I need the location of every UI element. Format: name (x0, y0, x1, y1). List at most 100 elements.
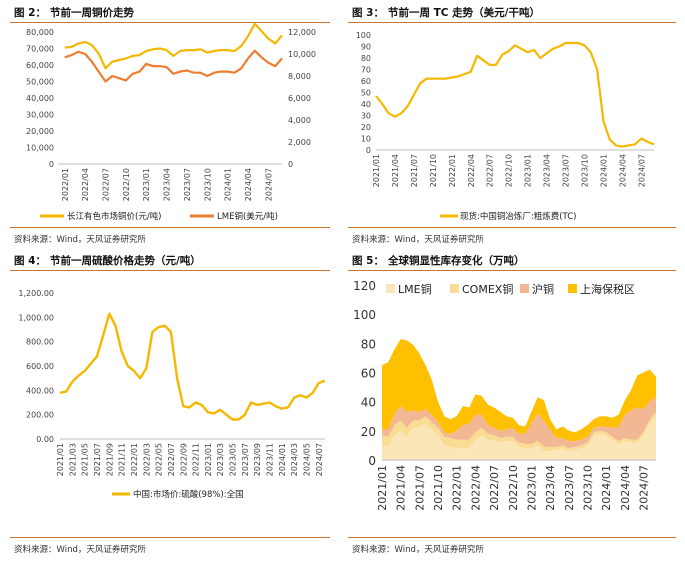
x-tick-label: 2022/01 (448, 154, 457, 187)
x-tick-label: 2023/11 (266, 443, 275, 476)
x-tick-label: 2023/05 (229, 443, 238, 476)
x-tick-label: 2023/01 (525, 465, 538, 511)
x-tick-label: 2021/03 (68, 443, 77, 476)
title-rule (348, 270, 676, 271)
y-tick-label: 120 (353, 279, 376, 293)
title-rule (348, 22, 676, 23)
x-tick-label: 2023/07 (241, 443, 250, 476)
figure-number: 图 4： (14, 255, 46, 267)
y-tick-label: 2,000 (288, 138, 311, 147)
y-tick-label: 8,000 (288, 72, 311, 81)
x-tick-label: 2024/05 (303, 443, 312, 476)
x-tick-label: 2022/07 (488, 465, 501, 511)
source-rule (10, 537, 330, 538)
y-tick-label: 4,000 (288, 116, 311, 125)
x-tick-label: 2022/07 (486, 154, 495, 187)
x-tick-label: 2023/09 (253, 443, 262, 476)
y-tick-label: 1,000.00 (18, 313, 54, 322)
y-tick-label: 50 (361, 89, 371, 98)
source-note: 资料来源：Wind，天风证券研究所 (352, 545, 484, 555)
x-tick-label: 2024/04 (244, 168, 253, 201)
x-tick-label: 2024/01 (278, 443, 287, 476)
y-tick-label: 60,000 (26, 61, 54, 70)
x-tick-label: 2023/10 (203, 168, 212, 201)
source-rule (348, 537, 676, 538)
panel-title: 图 4： 节前一周硫酸价格走势（元/吨） (14, 253, 205, 268)
legend-label: 现货:中国铜冶炼厂:粗炼费(TC) (460, 211, 577, 222)
y-tick-label: 600.00 (26, 362, 54, 371)
x-tick-label: 2022/01 (130, 443, 139, 476)
y-tick-label: 0 (368, 454, 376, 468)
x-tick-label: 2021/05 (81, 443, 90, 476)
x-tick-label: 2023/01 (142, 168, 151, 201)
series-line-lme (64, 49, 283, 83)
x-tick-label: 2021/09 (105, 443, 114, 476)
chart-fig5: 0 20 40 60 80 100 120 2021/01 2021/04 2021/07 2021… (353, 279, 656, 511)
x-tick-label: 2022/11 (192, 443, 201, 476)
chart-fig4: 0.00 200.00 400.00 600.00 800.00 1,000.00 1,20… (18, 289, 326, 500)
x-tick-label: 2024/07 (315, 443, 324, 476)
x-tick-label: 2022/03 (142, 443, 151, 476)
y-tick-label: 20 (361, 425, 376, 439)
x-tick-label: 2024/01 (224, 168, 233, 201)
chart-fig2: 0 10,000 20,000 30,000 40,000 50,000 60,000 70,… (26, 22, 316, 222)
x-tick-label: 2021/10 (432, 465, 445, 511)
x-tick-label: 2021/07 (413, 465, 426, 511)
legend-label: 长江有色市场铜价(元/吨) (67, 211, 162, 222)
legend-label: 上海保税区 (580, 282, 635, 296)
y-tick-label: 400.00 (26, 386, 54, 395)
figure-number: 图 5： (352, 255, 384, 267)
title-rule (10, 22, 330, 23)
legend-swatch (568, 284, 577, 293)
y-tick-label: 20,000 (26, 127, 54, 136)
x-tick-label: 2021/01 (372, 154, 381, 187)
panel-fig4: 图 4： 节前一周硫酸价格走势（元/吨） 0.00 200.00 400.00 600.… (0, 250, 340, 569)
x-tick-label: 2024/07 (638, 465, 651, 511)
y-tick-label: 10 (361, 135, 371, 144)
x-tick-label: 2023/10 (581, 154, 590, 187)
x-tick-label: 2022/07 (102, 168, 111, 201)
chart-fig3: 0 10 20 30 40 50 60 70 80 90 100 2021/01 2021/04 2021… (356, 31, 655, 222)
y-tick-label: 80 (361, 54, 371, 63)
x-tick-label: 2022/04 (81, 168, 90, 201)
area-series-3 (382, 339, 656, 441)
y-tick-label: 200.00 (26, 411, 54, 420)
x-tick-label: 2023/04 (544, 465, 557, 511)
x-tick-label: 2024/03 (290, 443, 299, 476)
x-tick-label: 2023/04 (163, 168, 172, 201)
source-rule (348, 227, 676, 228)
legend-label: LME铜 (398, 282, 432, 296)
y-tick-label: 90 (361, 43, 371, 52)
y-tick-label: 30,000 (26, 111, 54, 120)
panel-fig5: 图 5： 全球铜显性库存变化（万吨） 0 20 40 60 80 100 120 2021/01… (342, 250, 685, 569)
y-tick-label: 40,000 (26, 94, 54, 103)
x-tick-label: 2023/07 (562, 154, 571, 187)
area-series-0 (382, 416, 656, 460)
x-tick-label: 2021/07 (410, 154, 419, 187)
y-tick-label: 0 (49, 160, 54, 169)
x-tick-label: 2022/01 (61, 168, 70, 201)
legend-label: 中国:市场价:硫酸(98%):全国 (133, 489, 244, 500)
x-tick-label: 2023/01 (524, 154, 533, 187)
panel-title: 图 3： 节前一周 TC 走势（美元/干吨） (352, 5, 544, 20)
legend-label: LME铜(美元/吨) (217, 211, 278, 222)
x-tick-label: 2023/04 (543, 154, 552, 187)
x-tick-label: 2021/11 (118, 443, 127, 476)
source-note: 资料来源：Wind，天风证券研究所 (14, 235, 146, 245)
figure-number: 图 3： (352, 7, 384, 19)
source-rule (10, 227, 330, 228)
y-tick-label: 50,000 (26, 78, 54, 87)
source-note: 资料来源：Wind，天风证券研究所 (352, 235, 484, 245)
series-line-tc (375, 41, 655, 148)
figure-title: 节前一周 TC 走势（美元/干吨） (387, 7, 540, 19)
legend-swatch (450, 284, 459, 293)
legend-swatch (386, 284, 395, 293)
y-tick-label: 1,200.00 (18, 289, 54, 298)
y-tick-label: 0.00 (36, 435, 54, 444)
y-tick-label: 70 (361, 66, 371, 75)
x-tick-label: 2024/01 (600, 465, 613, 511)
x-tick-label: 2022/09 (179, 443, 188, 476)
legend-label: 沪铜 (532, 282, 554, 296)
series-line-changjiang (64, 22, 283, 70)
x-tick-label: 2021/04 (395, 465, 408, 511)
